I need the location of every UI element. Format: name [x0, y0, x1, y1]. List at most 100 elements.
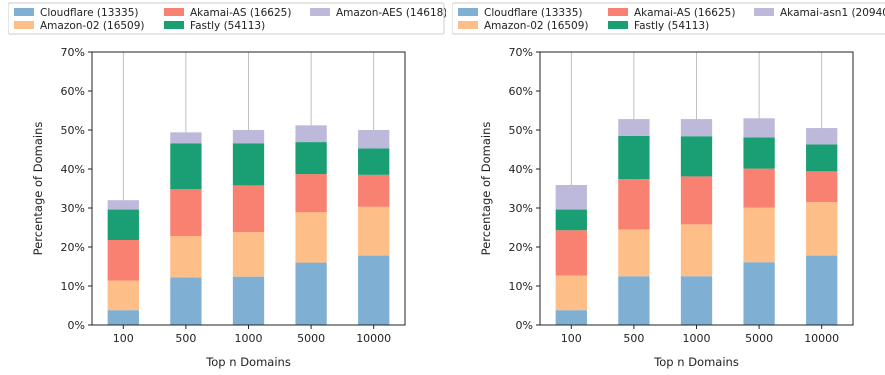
legend-label: Akamai-asn1 (20940)	[780, 7, 885, 19]
x-tick-label: 500	[623, 332, 644, 345]
bar-segment	[806, 128, 838, 145]
legend-label: Amazon-AES (14618)	[336, 7, 447, 19]
bar-segment	[107, 239, 139, 281]
bar-segment	[743, 137, 775, 169]
bar-segment	[232, 143, 265, 186]
bar-segment	[107, 209, 139, 240]
bar-segment	[806, 202, 838, 256]
bar-segment	[107, 310, 139, 325]
x-tick-label: 100	[561, 332, 582, 345]
bar-segment	[680, 136, 713, 177]
y-tick-label: 20%	[61, 241, 85, 254]
bar-segment	[618, 135, 650, 180]
legend-label: Akamai-AS (16625)	[190, 7, 291, 19]
bar-segment	[680, 276, 713, 325]
bar-segment	[618, 229, 650, 277]
y-tick-label: 40%	[61, 163, 85, 176]
bar-segment	[170, 143, 202, 190]
bar-segment	[555, 209, 587, 231]
x-tick-label: 1000	[683, 332, 711, 345]
bar-segment	[743, 207, 775, 263]
legend-swatch	[608, 8, 628, 16]
bar-segment	[232, 130, 265, 144]
bar-segment	[358, 206, 390, 256]
bar-segment	[680, 119, 713, 137]
y-tick-label: 0%	[68, 319, 85, 332]
bar-segment	[170, 132, 202, 144]
y-tick-label: 10%	[509, 280, 533, 293]
bar-segment	[295, 125, 327, 143]
bar-segment	[232, 232, 265, 277]
x-tick-label: 1000	[235, 332, 263, 345]
y-tick-label: 20%	[509, 241, 533, 254]
bar-segment	[295, 174, 327, 213]
legend-box	[8, 2, 445, 35]
bar-segment	[295, 142, 327, 175]
x-axis-label: Top n Domains	[653, 355, 739, 369]
x-axis-label: Top n Domains	[205, 355, 291, 369]
bar-segment	[806, 171, 838, 203]
bar-segment	[295, 262, 327, 325]
y-tick-label: 60%	[61, 85, 85, 98]
bar-segment	[170, 189, 202, 237]
legend: Cloudflare (13335)Amazon-02 (16509) Akama…	[8, 2, 447, 35]
bar-segment	[232, 276, 265, 325]
bar-segment	[680, 224, 713, 277]
legend-swatch	[14, 21, 34, 29]
legend-swatch	[14, 8, 34, 16]
x-tick-label: 500	[175, 332, 196, 345]
y-tick-label: 30%	[61, 202, 85, 215]
legend-label: Fastly (54113)	[634, 20, 709, 32]
bar-segment	[806, 255, 838, 325]
x-tick-label: 5000	[297, 332, 325, 345]
bar-segment	[743, 168, 775, 208]
bar-segment	[170, 236, 202, 278]
bar-segment	[358, 148, 390, 175]
y-axis-label: Percentage of Domains	[31, 122, 45, 256]
legend: Cloudflare (13335)Amazon-02 (16509) Akama…	[452, 2, 885, 35]
x-tick-label: 5000	[745, 332, 773, 345]
legend-swatch	[164, 21, 184, 29]
y-tick-label: 0%	[516, 319, 533, 332]
legend-swatch	[458, 21, 478, 29]
legend-swatch	[164, 8, 184, 16]
bar-segment	[358, 174, 390, 207]
bar-segment	[618, 119, 650, 136]
legend-label: Cloudflare (13335)	[484, 7, 583, 19]
bar-segment	[358, 255, 390, 325]
y-tick-label: 70%	[509, 46, 533, 59]
bar-segment	[170, 277, 202, 325]
y-tick-label: 30%	[509, 202, 533, 215]
legend-swatch	[310, 8, 330, 16]
legend-label: Amazon-02 (16509)	[484, 20, 589, 32]
legend-label: Cloudflare (13335)	[40, 7, 139, 19]
x-tick-label: 10000	[356, 332, 391, 345]
y-axis-label: Percentage of Domains	[479, 122, 493, 256]
bar-segment	[107, 280, 139, 311]
y-tick-label: 50%	[61, 124, 85, 137]
y-tick-label: 60%	[509, 85, 533, 98]
bar-segment	[555, 275, 587, 311]
bar-segment	[743, 118, 775, 138]
bar-segment	[358, 130, 390, 149]
y-tick-label: 10%	[61, 280, 85, 293]
bar-segment	[555, 230, 587, 276]
y-tick-label: 70%	[61, 46, 85, 59]
legend-swatch	[608, 21, 628, 29]
bar-segment	[618, 276, 650, 325]
legend-swatch	[754, 8, 774, 16]
bar-segment	[555, 310, 587, 325]
legend-swatch	[458, 8, 478, 16]
legend-label: Fastly (54113)	[190, 20, 265, 32]
bar-segment	[107, 200, 139, 210]
bar-segment	[680, 176, 713, 225]
x-tick-label: 100	[113, 332, 134, 345]
bar-segment	[555, 184, 587, 210]
bar-segment	[743, 262, 775, 325]
y-tick-label: 40%	[509, 163, 533, 176]
bar-segment	[618, 179, 650, 230]
bar-segment	[295, 212, 327, 263]
bar-segment	[232, 185, 265, 233]
bar-segment	[806, 144, 838, 172]
